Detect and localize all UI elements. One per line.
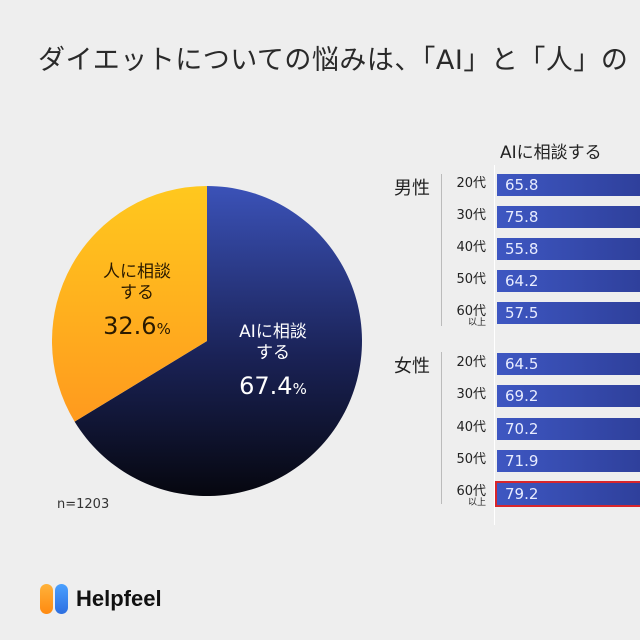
age-label: 40代 [456, 420, 486, 435]
bar-male-30s: 75.8 [497, 206, 640, 228]
pie-slice-human [51, 186, 208, 422]
age-label: 60代 以上 [456, 484, 486, 508]
bar-female-60s-plus-highlighted: 79.2 [495, 481, 640, 507]
pie-chart [51, 186, 362, 497]
age-label: 30代 [456, 208, 486, 223]
sample-size: n=1203 [57, 497, 110, 512]
pie-label-human: 人に相談 する 32.6% [103, 262, 171, 340]
bar-female-40s: 70.2 [497, 418, 640, 440]
age-label: 30代 [456, 387, 486, 402]
group-label-female: 女性 [394, 356, 430, 377]
pie-svg [51, 186, 362, 497]
chart-title: ダイエットについての悩みは、「AI」と「人」の [38, 45, 629, 76]
pie-slice-ai [74, 186, 362, 497]
bar-male-50s: 64.2 [497, 270, 640, 292]
age-label: 50代 [456, 452, 486, 467]
group-divider-male [441, 174, 442, 326]
bar-axis-line [494, 165, 495, 525]
age-label: 60代 以上 [456, 304, 486, 328]
bar-female-20s: 64.5 [497, 353, 640, 375]
age-label: 40代 [456, 240, 486, 255]
brand-logo: Helpfeel [40, 584, 162, 614]
bar-male-40s: 55.8 [497, 238, 640, 260]
bar-male-60s-plus: 57.5 [497, 302, 640, 324]
bar-male-20s: 65.8 [497, 174, 640, 196]
age-label: 50代 [456, 272, 486, 287]
group-label-male: 男性 [394, 178, 430, 199]
age-label: 20代 [456, 355, 486, 370]
helpfeel-logo-icon [40, 584, 68, 614]
pie-label-ai: AIに相談 する 67.4% [239, 322, 307, 400]
bar-column-header: AIに相談する [500, 143, 602, 163]
bar-female-30s: 69.2 [497, 385, 640, 407]
bar-female-50s: 71.9 [497, 450, 640, 472]
brand-name: Helpfeel [76, 586, 162, 611]
age-label: 20代 [456, 176, 486, 191]
group-divider-female [441, 352, 442, 504]
